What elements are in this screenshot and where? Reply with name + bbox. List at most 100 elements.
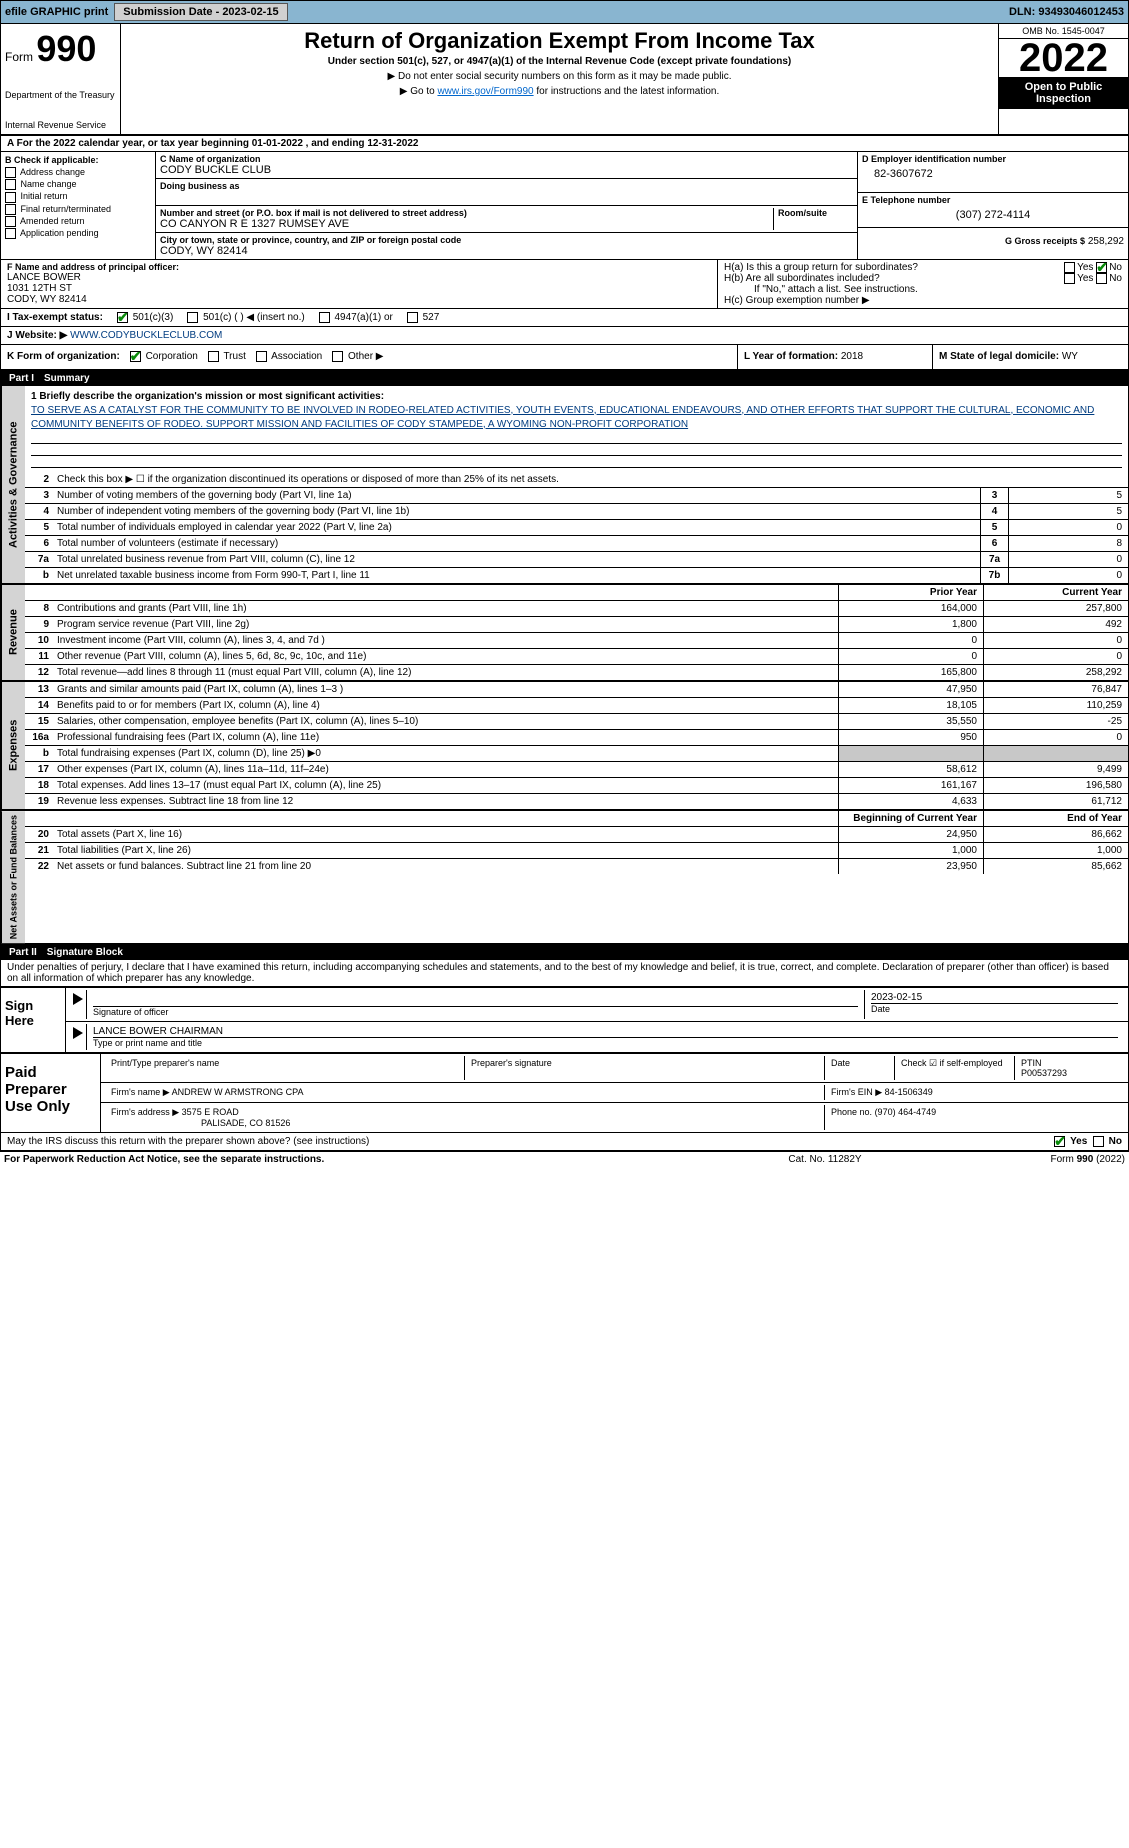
footer-left: For Paperwork Reduction Act Notice, see … <box>4 1154 725 1165</box>
chk-name[interactable]: Name change <box>5 178 151 190</box>
box-b-title: B Check if applicable: <box>5 154 151 166</box>
firm-phone-label: Phone no. <box>831 1107 872 1117</box>
chk-amended[interactable]: Amended return <box>5 215 151 227</box>
vert-expenses: Expenses <box>1 682 25 809</box>
dln-label: DLN: 93493046012453 <box>1009 6 1124 18</box>
chk-4947[interactable] <box>319 312 330 323</box>
goto-note: ▶ Go to www.irs.gov/Form990 for instruct… <box>125 86 994 97</box>
org-name-label: C Name of organization <box>160 154 853 164</box>
part1-header: Part I Summary <box>0 371 1129 386</box>
data-line: 17Other expenses (Part IX, column (A), l… <box>25 762 1128 778</box>
row-klm: K Form of organization: Corporation Trus… <box>0 345 1129 370</box>
submission-date-btn[interactable]: Submission Date - 2023-02-15 <box>114 3 287 21</box>
col-boy: Beginning of Current Year <box>838 811 983 826</box>
chk-trust[interactable] <box>208 351 219 362</box>
chk-initial[interactable]: Initial return <box>5 190 151 202</box>
chk-assoc[interactable] <box>256 351 267 362</box>
city-label: City or town, state or province, country… <box>160 235 853 245</box>
penalties-text: Under penalties of perjury, I declare th… <box>0 960 1129 986</box>
period-row: A For the 2022 calendar year, or tax yea… <box>0 136 1129 152</box>
state-domicile-val: WY <box>1062 351 1078 362</box>
paid-preparer-label: Paid Preparer Use Only <box>1 1054 101 1132</box>
col-eoy: End of Year <box>983 811 1128 826</box>
hb-label: H(b) Are all subordinates included? <box>724 273 1064 284</box>
data-line: 13Grants and similar amounts paid (Part … <box>25 682 1128 698</box>
year-formation-label: L Year of formation: <box>744 351 838 362</box>
officer-addr1: 1031 12TH ST <box>7 283 711 294</box>
vert-governance: Activities & Governance <box>1 386 25 583</box>
discuss-yes[interactable] <box>1054 1136 1065 1147</box>
vert-revenue: Revenue <box>1 585 25 680</box>
hc-label: H(c) Group exemption number ▶ <box>724 295 1122 306</box>
part2-num: Part II <box>9 947 37 958</box>
discuss-row: May the IRS discuss this return with the… <box>0 1133 1129 1151</box>
phone-label: E Telephone number <box>862 195 1124 205</box>
mission-block: 1 Briefly describe the organization's mi… <box>25 386 1128 472</box>
firm-addr1: 3575 E ROAD <box>182 1107 239 1117</box>
gov-line: 4Number of independent voting members of… <box>25 504 1128 520</box>
irs-link[interactable]: www.irs.gov/Form990 <box>437 86 533 97</box>
paid-preparer-block: Paid Preparer Use Only Print/Type prepar… <box>0 1053 1129 1133</box>
org-name: CODY BUCKLE CLUB <box>160 164 853 176</box>
sig-date-label: Date <box>871 1003 1118 1014</box>
prep-selfemp[interactable]: Check ☑ if self-employed <box>901 1058 1008 1069</box>
year-formation-val: 2018 <box>841 351 863 362</box>
footer-right: Form 990 (2022) <box>925 1154 1125 1165</box>
street-val: CO CANYON R E 1327 RUMSEY AVE <box>160 218 773 230</box>
section-netassets: Net Assets or Fund Balances Beginning of… <box>0 811 1129 945</box>
form-number: 990 <box>36 28 96 69</box>
row-fh: F Name and address of principal officer:… <box>0 260 1129 309</box>
row-j: J Website: ▶ WWW.CODYBUCKLECLUB.COM <box>0 327 1129 345</box>
chk-pending[interactable]: Application pending <box>5 227 151 239</box>
gross-label: G Gross receipts $ <box>1005 236 1085 246</box>
website-val[interactable]: WWW.CODYBUCKLECLUB.COM <box>70 330 222 341</box>
chk-address[interactable]: Address change <box>5 166 151 178</box>
box-c: C Name of organization CODY BUCKLE CLUB … <box>156 152 858 259</box>
sig-date-val: 2023-02-15 <box>871 992 1118 1003</box>
data-line: 11Other revenue (Part VIII, column (A), … <box>25 649 1128 665</box>
row-i: I Tax-exempt status: 501(c)(3) 501(c) ( … <box>0 309 1129 327</box>
chk-final[interactable]: Final return/terminated <box>5 203 151 215</box>
col-prior: Prior Year <box>838 585 983 600</box>
form-org-label: K Form of organization: <box>7 351 120 362</box>
hb-no[interactable] <box>1096 273 1107 284</box>
gov-line: 6Total number of volunteers (estimate if… <box>25 536 1128 552</box>
col-current: Current Year <box>983 585 1128 600</box>
section-revenue: Revenue Prior Year Current Year 8Contrib… <box>0 585 1129 682</box>
chk-501c[interactable] <box>187 312 198 323</box>
tax-status-label: I Tax-exempt status: <box>7 312 103 323</box>
sign-block: Sign Here Signature of officer 2023-02-1… <box>0 986 1129 1053</box>
hb-yes[interactable] <box>1064 273 1075 284</box>
ha-yes[interactable] <box>1064 262 1075 273</box>
data-line: 14Benefits paid to or for members (Part … <box>25 698 1128 714</box>
tax-year: 2022 <box>999 39 1128 77</box>
gov-line: bNet unrelated taxable business income f… <box>25 568 1128 583</box>
prep-sig-label: Preparer's signature <box>471 1058 818 1068</box>
box-b: B Check if applicable: Address change Na… <box>1 152 156 259</box>
sig-typeprint-label: Type or print name and title <box>93 1037 1118 1048</box>
sign-here-label: Sign Here <box>1 988 66 1052</box>
chk-corp[interactable] <box>130 351 141 362</box>
dba-val <box>160 191 853 203</box>
phone-val: (307) 272-4114 <box>862 205 1124 225</box>
data-line: 8Contributions and grants (Part VIII, li… <box>25 601 1128 617</box>
data-line: 9Program service revenue (Part VIII, lin… <box>25 617 1128 633</box>
firm-ein-val: 84-1506349 <box>885 1087 933 1097</box>
chk-other[interactable] <box>332 351 343 362</box>
part1-title: Summary <box>44 373 90 384</box>
data-line: 21Total liabilities (Part X, line 26)1,0… <box>25 843 1128 859</box>
prep-name-label: Print/Type preparer's name <box>111 1058 458 1068</box>
part1-num: Part I <box>9 373 34 384</box>
street-label: Number and street (or P.O. box if mail i… <box>160 208 773 218</box>
ha-no[interactable] <box>1096 262 1107 273</box>
discuss-no[interactable] <box>1093 1136 1104 1147</box>
ein-val: 82-3607672 <box>862 164 1124 190</box>
data-line: 20Total assets (Part X, line 16)24,95086… <box>25 827 1128 843</box>
chk-501c3[interactable] <box>117 312 128 323</box>
prep-date-label: Date <box>831 1058 888 1068</box>
dept-treasury: Department of the Treasury <box>5 90 116 100</box>
part2-title: Signature Block <box>47 947 123 958</box>
ptin-label: PTIN <box>1021 1058 1118 1068</box>
chk-527[interactable] <box>407 312 418 323</box>
section-governance: Activities & Governance 1 Briefly descri… <box>0 386 1129 585</box>
